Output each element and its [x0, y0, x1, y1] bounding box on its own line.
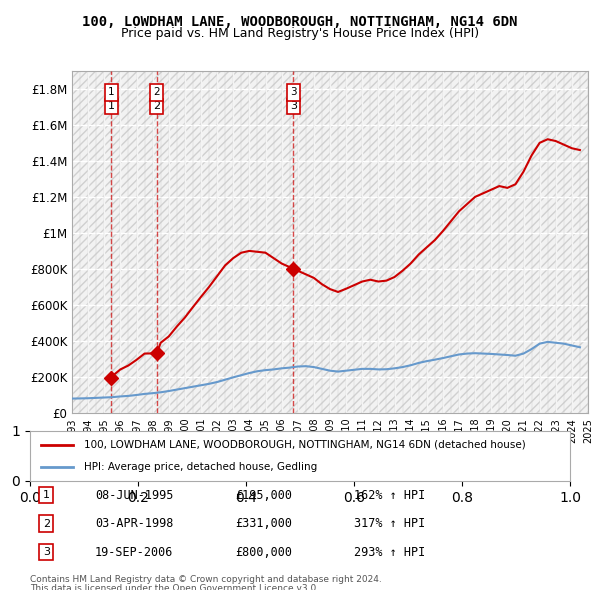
Text: £331,000: £331,000 [235, 517, 292, 530]
Text: 2: 2 [154, 87, 160, 97]
Text: 3: 3 [43, 547, 50, 557]
Text: 1: 1 [43, 490, 50, 500]
Text: 08-JUN-1995: 08-JUN-1995 [95, 489, 173, 502]
Text: 03-APR-1998: 03-APR-1998 [95, 517, 173, 530]
Text: 3: 3 [290, 87, 296, 97]
Text: 1: 1 [108, 87, 115, 97]
Text: 100, LOWDHAM LANE, WOODBOROUGH, NOTTINGHAM, NG14 6DN (detached house): 100, LOWDHAM LANE, WOODBOROUGH, NOTTINGH… [84, 440, 526, 450]
Text: Contains HM Land Registry data © Crown copyright and database right 2024.: Contains HM Land Registry data © Crown c… [30, 575, 382, 584]
Text: This data is licensed under the Open Government Licence v3.0.: This data is licensed under the Open Gov… [30, 584, 319, 590]
Text: 2: 2 [43, 519, 50, 529]
Text: 100, LOWDHAM LANE, WOODBOROUGH, NOTTINGHAM, NG14 6DN: 100, LOWDHAM LANE, WOODBOROUGH, NOTTINGH… [82, 15, 518, 29]
Text: £195,000: £195,000 [235, 489, 292, 502]
Text: 293% ↑ HPI: 293% ↑ HPI [354, 546, 425, 559]
Text: £800,000: £800,000 [235, 546, 292, 559]
Text: HPI: Average price, detached house, Gedling: HPI: Average price, detached house, Gedl… [84, 462, 317, 472]
Text: 1: 1 [108, 101, 115, 112]
Text: 162% ↑ HPI: 162% ↑ HPI [354, 489, 425, 502]
Text: 2: 2 [153, 101, 160, 112]
Text: 19-SEP-2006: 19-SEP-2006 [95, 546, 173, 559]
Text: 3: 3 [290, 101, 297, 112]
Text: 317% ↑ HPI: 317% ↑ HPI [354, 517, 425, 530]
Text: Price paid vs. HM Land Registry's House Price Index (HPI): Price paid vs. HM Land Registry's House … [121, 27, 479, 40]
